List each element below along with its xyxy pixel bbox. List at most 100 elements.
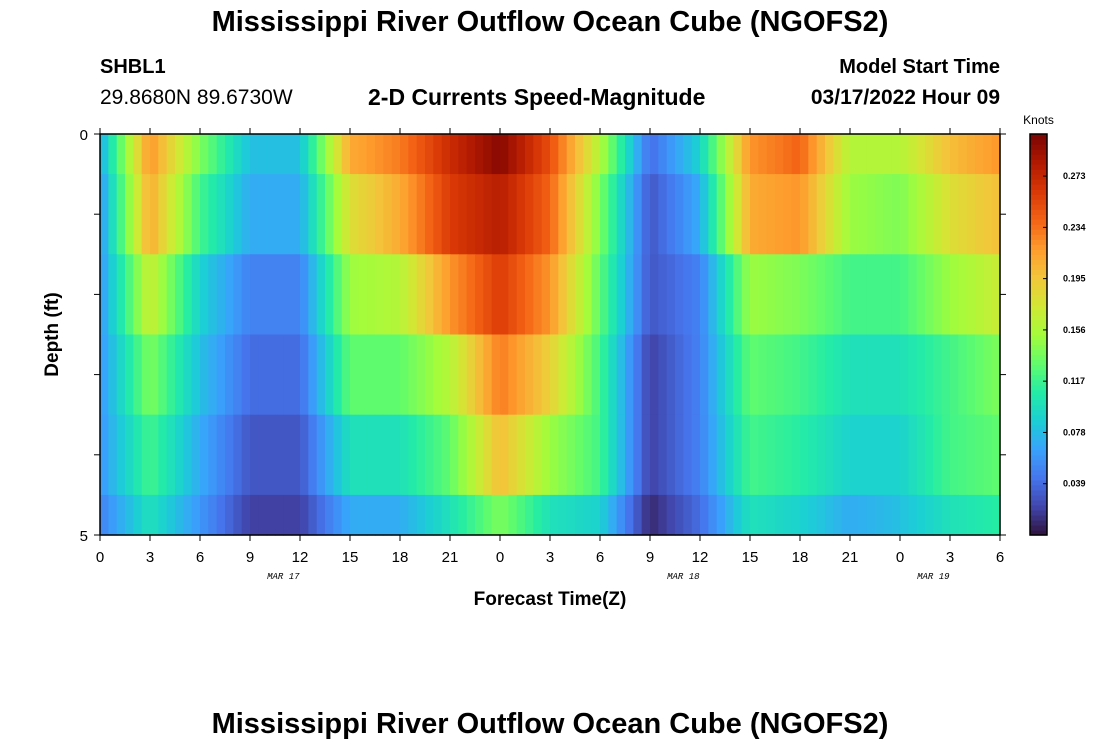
heatmap-cell [350,134,359,175]
heatmap-cell [958,334,968,416]
station-id: SHBL1 [100,56,166,78]
colorbar-segment [1030,289,1047,295]
heatmap-cell [950,414,959,496]
heatmap-cell [858,494,868,536]
heatmap-cell [291,494,301,536]
heatmap-cell [466,334,476,416]
colorbar-segment [1030,309,1047,316]
x-tick-label: 6 [196,549,204,566]
heatmap-cell [200,134,209,175]
heatmap-cell [925,254,934,336]
heatmap-cell [841,134,851,175]
heatmap-cell [908,494,918,536]
heatmap-cell [958,134,968,175]
colorbar-segment [1030,464,1047,471]
colorbar-segment [1030,254,1047,260]
heatmap-cell [333,254,343,336]
heatmap-cell [608,334,618,416]
heatmap-cell [733,254,743,336]
heatmap-cell [933,134,943,175]
heatmap-cell [225,334,234,416]
heatmap-cell [500,414,509,496]
colorbar-segment [1030,449,1047,456]
heatmap-cell [725,174,734,255]
heatmap-cell [475,414,484,496]
heatmap-cell [558,414,568,496]
heatmap-cell [133,494,143,536]
heatmap-cell [883,254,893,336]
heatmap-cell [733,494,743,536]
heatmap-cell [808,134,818,175]
heatmap-cell [150,254,159,336]
heatmap-cell [658,494,668,536]
colorbar-segment [1030,329,1047,336]
heatmap-cell [566,174,576,255]
colorbar-segment [1030,349,1047,356]
colorbar-segment [1030,199,1047,205]
colorbar-segment [1030,144,1047,150]
heatmap-cell [508,174,518,255]
heatmap-cell [258,134,268,175]
heatmap-cell [850,134,859,175]
heatmap-cell [600,494,609,536]
heatmap-cell [425,334,434,416]
heatmap-cell [700,494,709,536]
heatmap-cell [675,494,684,536]
heatmap-cell [275,414,284,496]
heatmap-cell [741,334,751,416]
heatmap-cell [858,134,868,175]
heatmap-cell [208,334,218,416]
heatmap-cell [475,494,484,536]
heatmap-cell [750,414,759,496]
heatmap-cell [300,494,309,536]
y-tick-label: 5 [80,528,88,545]
heatmap-cell [625,254,634,336]
heatmap-cell [225,134,234,175]
heatmap-cell [308,414,318,496]
heatmap-cell [200,174,209,255]
heatmap-cell [908,334,918,416]
heatmap-cell [491,334,501,416]
heatmap-cell [800,494,809,536]
heatmap-cell [650,254,659,336]
heatmap-cell [108,334,118,416]
heatmap-cell [533,414,543,496]
heatmap-cell [125,494,134,536]
heatmap-cell [100,134,109,175]
heatmap-cell [850,334,859,416]
heatmap-cell [500,334,509,416]
heatmap-cell [983,334,993,416]
heatmap-cell [433,494,443,536]
heatmap-cell [208,174,218,255]
heatmap-cell [350,414,359,496]
heatmap-cell [491,134,501,175]
heatmap-cell [575,334,584,416]
heatmap-cell [158,174,168,255]
heatmap-cell [475,254,484,336]
colorbar-segment [1030,509,1047,516]
x-tick-label: 0 [896,549,904,566]
heatmap-cell [508,494,518,536]
heatmap-cell [558,134,568,175]
heatmap-cell [858,174,868,255]
heatmap-cell [175,134,184,175]
heatmap-cell [908,174,918,255]
heatmap-cell [975,414,984,496]
heatmap-cell [166,254,176,336]
heatmap-cell [183,254,193,336]
heatmap-cell [308,494,318,536]
heatmap-cell [425,494,434,536]
heatmap-cell [366,494,376,536]
heatmap-cell [825,174,834,255]
heatmap-cell [191,494,201,536]
heatmap-cell [166,134,176,175]
heatmap-cell [625,134,634,175]
heatmap-cell [216,174,226,255]
heatmap-cell [758,254,768,336]
heatmap-cell [341,134,351,175]
heatmap-cell [750,494,759,536]
heatmap-cell [108,254,118,336]
heatmap-cell [991,174,1001,255]
heatmap-cell [583,254,593,336]
